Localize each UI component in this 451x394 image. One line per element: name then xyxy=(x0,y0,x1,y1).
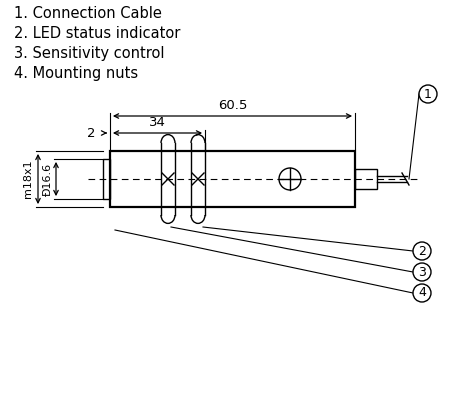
Text: 4: 4 xyxy=(418,286,426,299)
Text: m18x1: m18x1 xyxy=(23,160,33,198)
Text: 2. LED status indicator: 2. LED status indicator xyxy=(14,26,180,41)
Text: 2: 2 xyxy=(418,245,426,258)
Text: 60.5: 60.5 xyxy=(218,99,247,112)
Circle shape xyxy=(413,284,431,302)
Text: 1. Connection Cable: 1. Connection Cable xyxy=(14,6,162,21)
Text: 34: 34 xyxy=(149,116,166,129)
Text: 4. Mounting nuts: 4. Mounting nuts xyxy=(14,66,138,81)
Text: 3: 3 xyxy=(418,266,426,279)
Circle shape xyxy=(413,263,431,281)
Text: 3. Sensitivity control: 3. Sensitivity control xyxy=(14,46,165,61)
Circle shape xyxy=(413,242,431,260)
Text: 2: 2 xyxy=(87,126,95,139)
Text: 1: 1 xyxy=(424,87,432,100)
Text: Ð16.6: Ð16.6 xyxy=(43,162,53,195)
Circle shape xyxy=(419,85,437,103)
